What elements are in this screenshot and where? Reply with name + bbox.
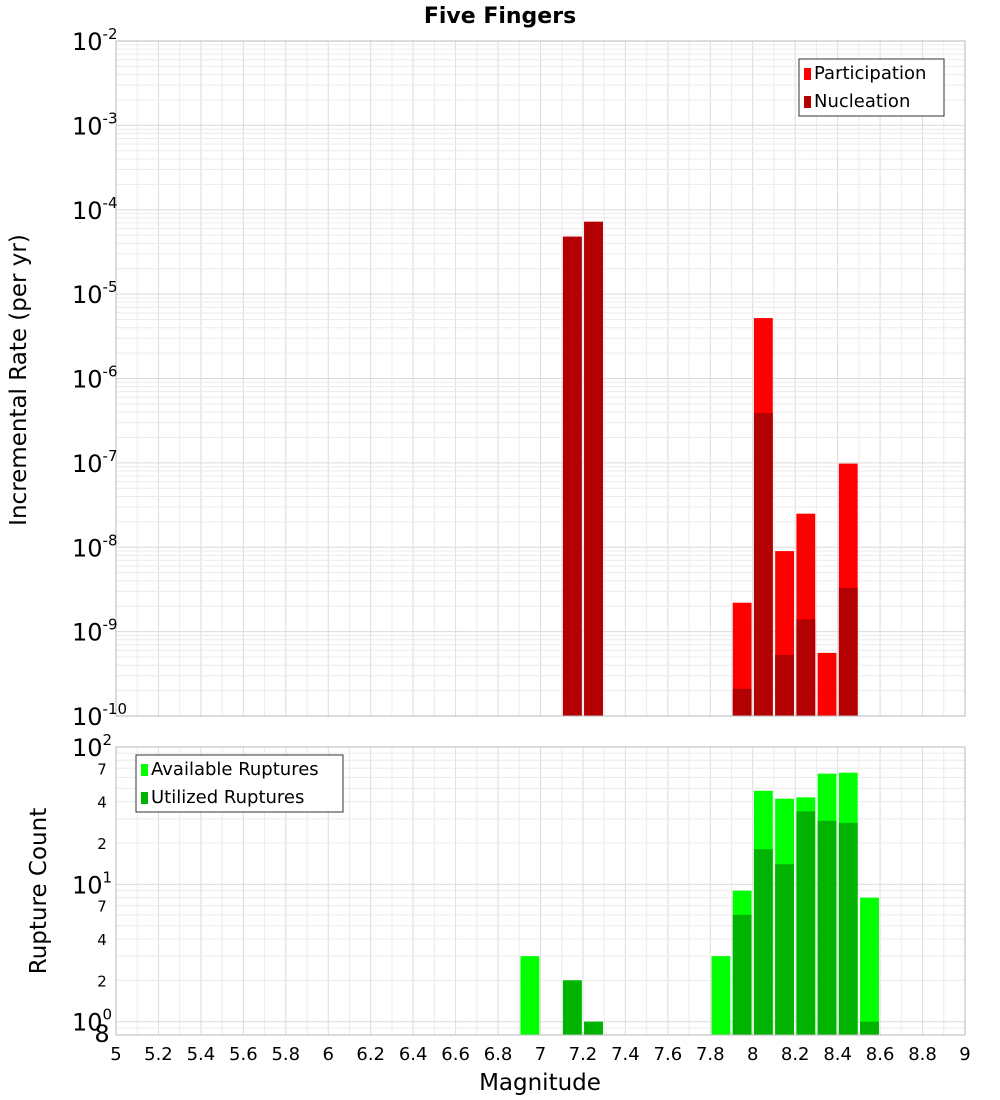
rate-bar-nucleation (796, 619, 816, 716)
x-tick-label: 7.4 (611, 1044, 640, 1065)
count-y-minor-tick-label: 7 (97, 760, 107, 778)
x-tick-label: 8.4 (823, 1044, 852, 1065)
x-tick-label: 6.8 (484, 1044, 513, 1065)
count-legend-label: Utilized Ruptures (151, 787, 304, 808)
rate-plot-panel: 10-10 10-9 10-8 10-7 10-6 10-5 10-4 10-3 10-2 Par… (72, 25, 966, 731)
rate-bar-nucleation (732, 688, 752, 716)
rate-legend-label: Nucleation (814, 91, 910, 112)
x-tick-label: 7.8 (696, 1044, 725, 1065)
count-y-minor-tick-label: 4 (97, 931, 107, 949)
count-y-minor-tick-label: 2 (97, 835, 107, 853)
rate-bar-participation (732, 602, 752, 716)
x-tick-label: 8.2 (781, 1044, 810, 1065)
count-bar-utilized-ruptures (584, 1021, 603, 1035)
rate-y-tick-label: 10-8 (72, 531, 118, 562)
rate-y-tick-label: 10-9 (72, 616, 118, 647)
rate-bar-nucleation (562, 236, 582, 716)
count-y-tick-label: 102 (72, 731, 112, 762)
chart-title: Five Fingers (424, 4, 576, 29)
x-tick-label: 6 (323, 1044, 334, 1065)
rate-legend-label: Participation (814, 63, 926, 84)
count-legend-swatch (141, 764, 148, 776)
count-y-minor-tick-label: 7 (97, 898, 107, 916)
x-tick-label: 5 (110, 1044, 121, 1065)
rate-bar-nucleation (753, 413, 773, 716)
x-tick-label: 8 (747, 1044, 758, 1065)
x-tick-label: 6.6 (441, 1044, 470, 1065)
count-y-minor-tick-label: 2 (97, 972, 107, 990)
count-y-minor-tick-label: 4 (97, 794, 107, 812)
x-tick-label: 8.8 (908, 1044, 937, 1065)
rate-legend-box (798, 58, 945, 117)
top-y-axis-label: Incremental Rate (per yr) (6, 234, 32, 526)
count-bar-utilized-ruptures (817, 820, 837, 1035)
rate-bar-nucleation (775, 654, 794, 716)
rate-y-tick-label: 10-3 (72, 109, 118, 140)
count-bar-utilized-ruptures (838, 822, 858, 1035)
count-legend: Available Ruptures Utilized Ruptures (135, 754, 344, 813)
rate-bar-nucleation (584, 221, 603, 716)
count-bar-utilized-ruptures (796, 811, 816, 1035)
x-tick-label: 5.4 (187, 1044, 216, 1065)
x-axis-label: Magnitude (479, 1070, 601, 1096)
rate-legend-swatch (804, 96, 811, 108)
count-bar-utilized-ruptures (775, 864, 794, 1035)
x-tick-label: 5.2 (144, 1044, 173, 1065)
x-tick-label: 9 (959, 1044, 970, 1065)
rate-legend-swatch (804, 68, 811, 80)
rate-y-tick-label: 10-4 (72, 194, 118, 225)
rate-bar-nucleation (838, 587, 858, 716)
rate-y-tick-label: 10-2 (72, 25, 118, 56)
count-y-tick-label: 101 (72, 868, 112, 899)
count-bar-utilized-ruptures (732, 914, 752, 1035)
x-tick-label: 8.6 (866, 1044, 895, 1065)
bottom-y-axis-label: Rupture Count (26, 808, 52, 974)
count-bar-utilized-ruptures (562, 980, 582, 1035)
count-bar-utilized-ruptures (753, 849, 773, 1035)
count-legend-label: Available Ruptures (151, 759, 319, 780)
x-tick-label: 5.6 (229, 1044, 258, 1065)
x-tick-label: 7.6 (654, 1044, 683, 1065)
count-bar-available-ruptures (860, 897, 879, 1035)
rate-y-tick-label: 10-6 (72, 363, 118, 394)
count-plot-border (115, 746, 966, 1036)
count-legend-box (135, 754, 344, 813)
x-tick-label: 7.2 (569, 1044, 598, 1065)
x-tick-label: 6.4 (399, 1044, 428, 1065)
rate-y-tick-label: 10-5 (72, 278, 118, 309)
count-bar-utilized-ruptures (860, 1021, 879, 1035)
rate-plot-border (115, 40, 966, 717)
rate-bar-participation (817, 652, 837, 716)
count-bar-available-ruptures (711, 956, 731, 1035)
rate-y-tick-label: 10-10 (72, 700, 127, 731)
count-legend-swatch (141, 792, 148, 804)
count-bar-available-ruptures (520, 956, 540, 1035)
x-tick-label: 7 (535, 1044, 546, 1065)
x-tick-label: 6.2 (356, 1044, 385, 1065)
count-y-minor-tick-label: 8 (94, 1020, 109, 1048)
rate-legend: Participation Nucleation (798, 58, 945, 117)
x-tick-label: 5.8 (271, 1044, 300, 1065)
rate-y-tick-label: 10-7 (72, 447, 118, 478)
